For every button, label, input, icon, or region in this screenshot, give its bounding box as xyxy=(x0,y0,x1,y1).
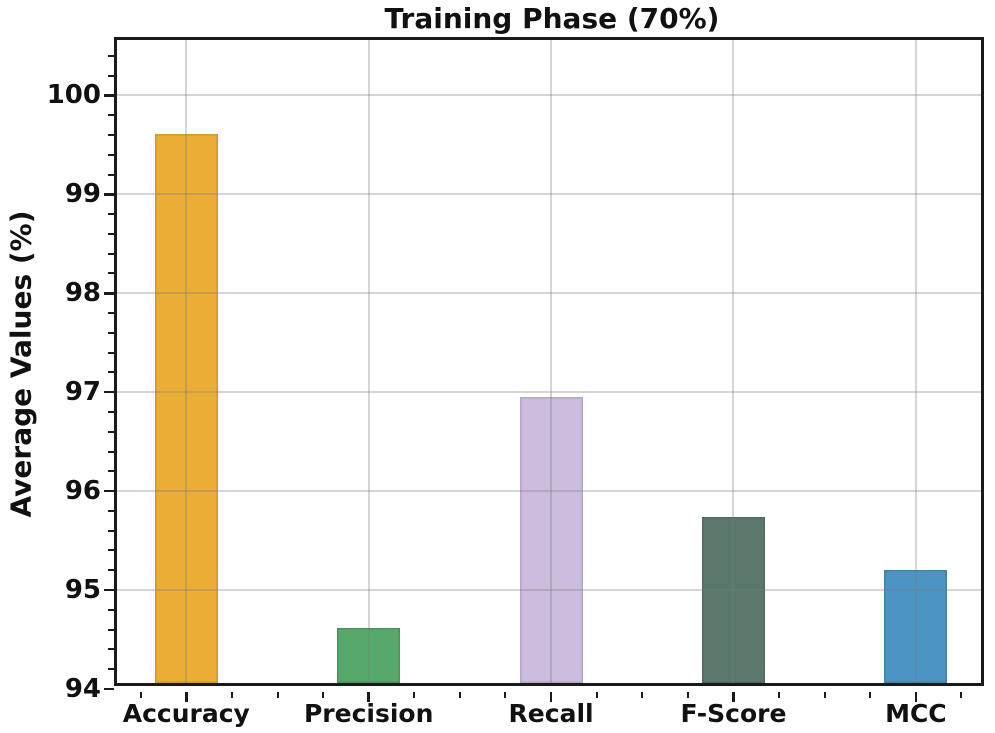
y-minor-tick xyxy=(108,232,114,235)
gridline-y-98 xyxy=(117,292,981,295)
y-minor-tick xyxy=(108,450,114,453)
y-tick-label: 100 xyxy=(46,80,101,111)
x-major-tick xyxy=(914,692,918,702)
y-major-tick xyxy=(104,292,114,295)
y-minor-tick xyxy=(108,54,114,57)
x-minor-tick xyxy=(960,692,963,698)
bar-mcc xyxy=(884,570,948,683)
y-major-tick xyxy=(104,687,114,691)
gridline-x-recall xyxy=(550,40,553,683)
gridline-x-precision xyxy=(367,40,370,683)
gridline-x-accuracy xyxy=(185,40,188,683)
plot-area xyxy=(114,37,984,686)
gridline-y-95 xyxy=(117,589,981,592)
y-minor-tick xyxy=(108,312,114,315)
y-major-tick xyxy=(104,588,114,592)
y-tick-label: 98 xyxy=(64,278,101,309)
gridline-y-100 xyxy=(117,94,981,97)
x-minor-tick xyxy=(276,692,279,698)
y-tick-label: 99 xyxy=(64,179,101,210)
y-minor-tick xyxy=(108,668,114,671)
gridline-y-96 xyxy=(117,490,981,493)
y-minor-tick xyxy=(108,74,114,77)
y-minor-tick xyxy=(108,608,114,611)
x-minor-tick xyxy=(595,692,598,698)
x-minor-tick xyxy=(686,692,689,698)
y-minor-tick xyxy=(108,549,114,552)
x-minor-tick xyxy=(869,692,872,698)
x-tick-label-f-score: F-Score xyxy=(680,699,787,728)
x-major-tick xyxy=(732,692,735,702)
x-tick-label-mcc: MCC xyxy=(885,699,947,728)
x-tick-label-precision: Precision xyxy=(303,699,434,728)
bar-accuracy xyxy=(154,133,218,683)
y-minor-tick xyxy=(108,114,114,117)
x-minor-tick xyxy=(139,692,142,698)
bar-f-score xyxy=(702,516,765,683)
y-minor-tick xyxy=(108,371,114,374)
y-tick-label: 95 xyxy=(64,575,101,606)
y-major-tick xyxy=(104,193,114,196)
y-minor-tick xyxy=(108,410,114,413)
gridline-y-99 xyxy=(117,193,981,196)
y-minor-tick xyxy=(108,470,114,473)
y-minor-tick xyxy=(108,133,114,136)
x-minor-tick xyxy=(458,692,461,698)
gridline-x-f-score xyxy=(732,40,735,683)
y-major-tick xyxy=(104,489,114,493)
x-minor-tick xyxy=(823,692,826,698)
y-axis-label: Average Values (%) xyxy=(4,210,38,518)
chart-title: Training Phase (70%) xyxy=(384,2,720,35)
y-major-tick xyxy=(104,94,114,97)
y-minor-tick xyxy=(108,331,114,334)
y-minor-tick xyxy=(108,173,114,176)
y-minor-tick xyxy=(108,272,114,275)
x-major-tick xyxy=(367,692,370,702)
x-major-tick xyxy=(185,692,188,702)
y-minor-tick xyxy=(108,351,114,354)
y-tick-label: 94 xyxy=(64,674,101,704)
x-minor-tick xyxy=(641,692,644,698)
y-minor-tick xyxy=(108,628,114,631)
x-minor-tick xyxy=(413,692,416,698)
bar-recall xyxy=(519,397,583,683)
x-tick-label-accuracy: Accuracy xyxy=(122,699,250,728)
y-minor-tick xyxy=(108,648,114,651)
y-tick-label: 96 xyxy=(64,476,101,507)
x-minor-tick xyxy=(322,692,325,698)
x-major-tick xyxy=(549,692,553,702)
x-tick-label-recall: Recall xyxy=(508,699,594,728)
y-minor-tick xyxy=(108,252,114,255)
y-minor-tick xyxy=(108,213,114,216)
x-minor-tick xyxy=(778,692,781,698)
x-minor-tick xyxy=(230,692,233,698)
gridline-x-mcc xyxy=(914,40,917,683)
bar-precision xyxy=(337,627,401,683)
gridline-y-97 xyxy=(117,391,981,394)
y-tick-label: 97 xyxy=(64,377,101,408)
y-minor-tick xyxy=(108,509,114,512)
y-minor-tick xyxy=(108,430,114,433)
x-minor-tick xyxy=(504,692,507,698)
y-minor-tick xyxy=(108,153,114,156)
y-minor-tick xyxy=(108,529,114,532)
y-minor-tick xyxy=(108,569,114,572)
y-major-tick xyxy=(104,390,114,394)
